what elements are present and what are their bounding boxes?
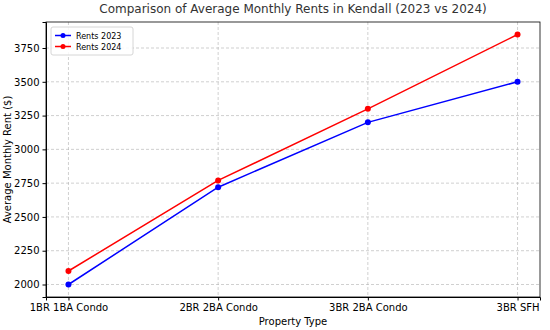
point xyxy=(515,32,521,38)
y-tick: 2750 xyxy=(14,178,46,189)
legend: Rents 2023 Rents 2024 xyxy=(51,27,133,55)
grid-line-y xyxy=(46,81,540,82)
grid xyxy=(46,22,540,297)
point xyxy=(65,268,71,274)
y-tick-mark xyxy=(43,149,47,150)
grid-line-y xyxy=(46,149,540,150)
grid-line-y xyxy=(46,284,540,285)
series-line xyxy=(68,35,517,271)
grid-line-x xyxy=(517,22,518,297)
grid-line-y xyxy=(46,183,540,184)
y-tick: 3000 xyxy=(14,144,46,155)
y-tick-label: 3750 xyxy=(14,43,39,54)
legend-box xyxy=(51,27,133,55)
plot: 1BR 1BA Condo 2BR 2BA Condo 3BR 2BA Condo 3… xyxy=(14,22,540,313)
legend-marker xyxy=(61,44,66,49)
y-tick-mark xyxy=(43,48,47,49)
x-axis-line xyxy=(47,298,541,301)
x-tick-mark xyxy=(518,297,519,301)
legend-label: Rents 2024 xyxy=(76,43,121,52)
y-tick-label: 3000 xyxy=(14,144,39,155)
x-tick-label: 1BR 1BA Condo xyxy=(30,302,109,313)
x-tick: 3BR SFH xyxy=(497,297,540,313)
y-tick: 3250 xyxy=(14,110,46,121)
x-axis-title: Property Type xyxy=(259,316,327,327)
point xyxy=(365,119,371,125)
point xyxy=(365,106,371,112)
y-tick: 2250 xyxy=(14,245,46,256)
point xyxy=(65,282,71,288)
y-tick-mark xyxy=(43,217,47,218)
y-axis: 2000 2250 2500 2750 3000 3250 3500 3750 xyxy=(14,23,46,298)
y-tick-mark xyxy=(43,183,47,184)
point xyxy=(215,177,221,183)
legend-item: Rents 2024 xyxy=(55,43,121,52)
legend-marker xyxy=(61,33,66,38)
y-tick: 3750 xyxy=(14,43,46,54)
y-axis-title: Average Monthly Rent ($) xyxy=(2,96,13,224)
y-tick-label: 3250 xyxy=(14,110,39,121)
grid-line-x xyxy=(367,22,368,297)
x-tick-label: 3BR SFH xyxy=(497,302,540,313)
x-tick: 3BR 2BA Condo xyxy=(329,297,408,313)
y-tick-mark xyxy=(43,82,47,83)
chart: 1BR 1BA Condo 2BR 2BA Condo 3BR 2BA Condo 3… xyxy=(0,0,550,330)
grid-line-x xyxy=(68,22,69,297)
y-tick-mark xyxy=(43,251,47,252)
legend-label: Rents 2023 xyxy=(76,32,121,41)
y-tick-label: 2000 xyxy=(14,279,39,290)
grid-line-x xyxy=(218,22,219,297)
y-tick-label: 2250 xyxy=(14,245,39,256)
x-tick-mark xyxy=(218,297,219,301)
y-axis-line xyxy=(43,23,47,298)
series-line xyxy=(68,82,517,285)
x-tick: 1BR 1BA Condo xyxy=(30,297,109,313)
y-tick: 2000 xyxy=(14,279,46,290)
y-tick-mark xyxy=(43,285,47,286)
legend-item: Rents 2023 xyxy=(55,32,121,41)
grid-line-y xyxy=(46,216,540,217)
plot-frame xyxy=(46,22,540,297)
point xyxy=(215,184,221,190)
x-tick-mark xyxy=(368,297,369,301)
x-tick-mark xyxy=(68,297,69,301)
grid-line-y xyxy=(46,115,540,116)
y-tick: 3500 xyxy=(14,76,46,87)
x-tick-label: 3BR 2BA Condo xyxy=(329,302,408,313)
y-tick-mark xyxy=(43,116,47,117)
marks xyxy=(65,32,520,288)
x-axis: 1BR 1BA Condo 2BR 2BA Condo 3BR 2BA Condo 3… xyxy=(30,297,541,313)
y-tick-label: 3500 xyxy=(14,76,39,87)
y-tick-label: 2500 xyxy=(14,212,39,223)
point xyxy=(515,79,521,85)
x-tick-label: 2BR 2BA Condo xyxy=(179,302,258,313)
title: Comparison of Average Monthly Rents in K… xyxy=(99,2,486,16)
x-tick: 2BR 2BA Condo xyxy=(179,297,258,313)
y-tick-label: 2750 xyxy=(14,178,39,189)
y-tick: 2500 xyxy=(14,212,46,223)
